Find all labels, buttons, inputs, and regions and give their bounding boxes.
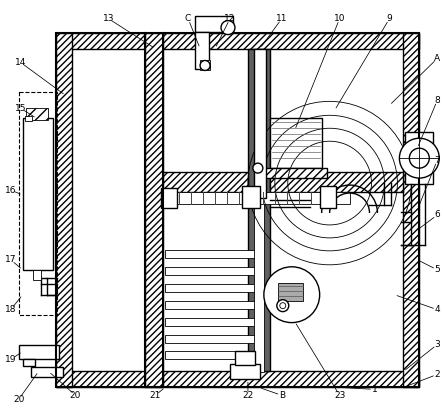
Text: B: B xyxy=(279,391,285,400)
Bar xyxy=(405,132,433,184)
Bar xyxy=(165,335,255,342)
Text: C: C xyxy=(185,14,191,23)
Text: 6: 6 xyxy=(435,211,440,220)
Bar xyxy=(23,360,35,366)
Bar xyxy=(145,33,163,387)
Bar xyxy=(320,186,336,208)
Text: 8: 8 xyxy=(435,96,440,105)
Bar xyxy=(165,351,255,360)
Bar xyxy=(55,33,420,49)
Text: 20: 20 xyxy=(13,395,24,404)
Text: 10: 10 xyxy=(334,14,346,23)
Bar xyxy=(26,108,47,120)
Bar xyxy=(163,172,248,192)
Bar xyxy=(23,118,53,270)
Circle shape xyxy=(221,20,235,35)
Circle shape xyxy=(277,300,289,312)
Text: 1: 1 xyxy=(372,385,377,394)
Circle shape xyxy=(264,267,320,323)
Text: 19: 19 xyxy=(5,355,16,364)
Bar xyxy=(19,344,58,360)
Bar xyxy=(165,301,255,309)
Text: 22: 22 xyxy=(242,391,253,400)
Bar xyxy=(165,318,255,326)
Bar xyxy=(278,283,303,301)
Text: 14: 14 xyxy=(15,58,27,67)
Bar xyxy=(55,33,71,387)
Text: 20: 20 xyxy=(70,391,81,400)
Bar xyxy=(235,351,255,366)
Bar xyxy=(270,118,322,168)
Circle shape xyxy=(200,61,210,70)
Bar xyxy=(163,192,350,204)
Text: 4: 4 xyxy=(435,305,440,314)
Bar xyxy=(195,16,233,31)
Text: 7: 7 xyxy=(435,156,440,165)
Text: 16: 16 xyxy=(5,186,16,195)
Circle shape xyxy=(280,303,286,309)
Bar xyxy=(242,186,260,208)
Bar xyxy=(265,168,326,178)
Text: 9: 9 xyxy=(387,14,392,23)
Bar xyxy=(31,367,62,378)
Text: 15: 15 xyxy=(15,104,27,113)
Bar xyxy=(165,267,255,275)
Text: 5: 5 xyxy=(435,265,440,274)
Bar xyxy=(161,188,177,208)
Bar xyxy=(55,371,420,387)
Text: 11: 11 xyxy=(276,14,288,23)
Bar xyxy=(200,61,210,70)
Circle shape xyxy=(409,148,429,168)
Bar xyxy=(195,31,209,70)
Text: 2: 2 xyxy=(435,370,440,379)
Bar xyxy=(19,92,57,315)
Text: 3: 3 xyxy=(435,340,440,349)
Bar xyxy=(270,172,404,192)
Text: 17: 17 xyxy=(5,255,16,264)
Bar xyxy=(248,49,270,371)
Bar xyxy=(165,284,255,292)
Text: 13: 13 xyxy=(103,14,114,23)
Bar xyxy=(25,116,31,121)
Text: 18: 18 xyxy=(5,305,16,314)
Bar xyxy=(254,49,266,198)
Bar xyxy=(33,270,41,280)
Text: 12: 12 xyxy=(224,14,236,23)
Bar xyxy=(254,178,264,373)
Bar xyxy=(404,33,420,387)
Bar xyxy=(165,250,255,258)
Bar xyxy=(55,33,420,387)
Bar xyxy=(230,364,260,380)
Text: A: A xyxy=(434,54,440,63)
Text: 21: 21 xyxy=(150,391,161,400)
Circle shape xyxy=(253,163,263,173)
Circle shape xyxy=(400,138,439,178)
Text: 23: 23 xyxy=(334,391,345,400)
